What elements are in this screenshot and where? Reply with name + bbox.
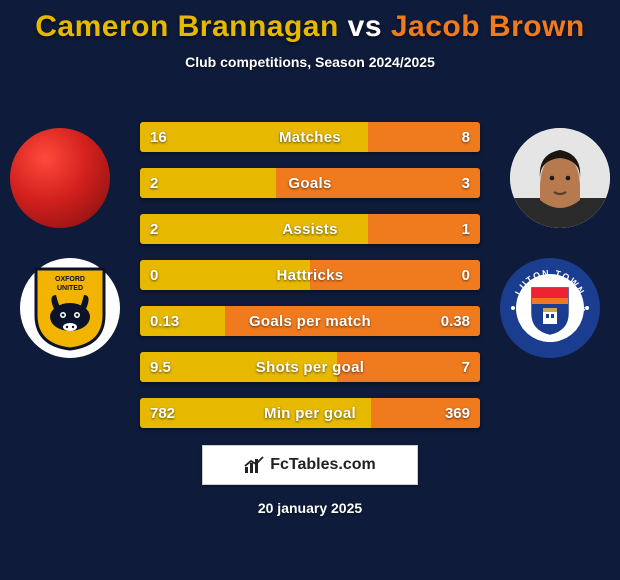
player2-crest: LUTON TOWN FOOTBALL CLUB EST 1885 <box>500 258 600 358</box>
brand-chart-icon <box>244 456 264 474</box>
date-text: 20 january 2025 <box>0 500 620 516</box>
vs-text: vs <box>348 10 382 43</box>
svg-text:OXFORD: OXFORD <box>55 276 85 283</box>
player2-face-svg <box>510 128 610 228</box>
player2-name: Jacob Brown <box>391 10 585 43</box>
player1-avatar <box>10 128 110 228</box>
player2-face <box>510 128 610 228</box>
player1-crest: OXFORD UNITED <box>20 258 120 358</box>
stat-label: Min per goal <box>140 398 480 428</box>
player1-avatar-fill <box>10 128 110 228</box>
subtitle: Club competitions, Season 2024/2025 <box>0 54 620 70</box>
stats-table: 168Matches 23Goals 21Assists 00Hattricks 0.1… <box>140 122 480 444</box>
stat-label: Assists <box>140 214 480 244</box>
luton-crest-svg: LUTON TOWN FOOTBALL CLUB EST 1885 <box>500 258 600 358</box>
brand-text: FcTables.com <box>270 456 376 474</box>
player1-name: Cameron Brannagan <box>35 10 339 43</box>
stat-label: Shots per goal <box>140 352 480 382</box>
stat-row: 782369Min per goal <box>140 398 480 428</box>
stat-label: Matches <box>140 122 480 152</box>
svg-text:1885: 1885 <box>573 307 585 313</box>
svg-text:UNITED: UNITED <box>57 285 83 292</box>
stat-label: Goals <box>140 168 480 198</box>
stat-row: 00Hattricks <box>140 260 480 290</box>
stat-row: 9.57Shots per goal <box>140 352 480 382</box>
stat-row: 23Goals <box>140 168 480 198</box>
luton-crest: LUTON TOWN FOOTBALL CLUB EST 1885 <box>500 258 600 358</box>
svg-text:EST: EST <box>516 307 527 313</box>
page-title: Cameron Brannagan vs Jacob Brown <box>0 0 620 44</box>
brand-box: FcTables.com <box>202 445 418 485</box>
oxford-shield-icon: OXFORD UNITED <box>32 265 108 351</box>
stat-row: 168Matches <box>140 122 480 152</box>
oxford-crest: OXFORD UNITED <box>20 258 120 358</box>
stat-label: Goals per match <box>140 306 480 336</box>
stat-row: 21Assists <box>140 214 480 244</box>
stat-row: 0.130.38Goals per match <box>140 306 480 336</box>
stat-label: Hattricks <box>140 260 480 290</box>
comparison-infographic: Cameron Brannagan vs Jacob Brown Club co… <box>0 0 620 580</box>
player2-avatar <box>510 128 610 228</box>
